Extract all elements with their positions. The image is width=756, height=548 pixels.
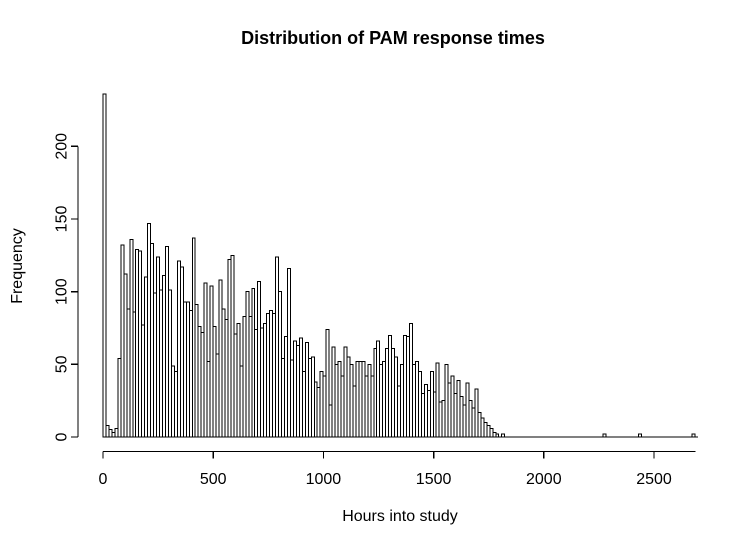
y-axis-label: Frequency xyxy=(9,228,26,304)
x-tick-label: 1500 xyxy=(416,471,452,488)
histogram-bars xyxy=(102,93,699,438)
y-tick-label: 150 xyxy=(54,206,71,233)
y-tick-label: 0 xyxy=(54,432,71,441)
histogram-bar xyxy=(435,362,440,438)
histogram-bar xyxy=(102,93,107,438)
histogram-bar xyxy=(602,433,607,438)
histogram-bar xyxy=(495,433,500,438)
histogram-bar xyxy=(167,289,172,438)
y-tick-label: 200 xyxy=(54,133,71,160)
x-tick-label: 2500 xyxy=(636,471,672,488)
histogram-bar xyxy=(325,328,330,438)
x-tick-label: 500 xyxy=(200,471,227,488)
x-tick-label: 1000 xyxy=(306,471,342,488)
x-tick-label: 2000 xyxy=(526,471,562,488)
chart-title: Distribution of PAM response times xyxy=(241,28,545,48)
histogram-bar xyxy=(691,433,696,438)
histogram-bar xyxy=(203,282,208,438)
x-axis-label: Hours into study xyxy=(342,508,458,525)
x-tick-label: 0 xyxy=(99,471,108,488)
histogram-bar xyxy=(638,433,643,438)
histogram-bar xyxy=(501,433,506,438)
y-tick-label: 50 xyxy=(54,355,71,373)
histogram-bar xyxy=(286,267,291,438)
y-tick-label: 100 xyxy=(54,278,71,305)
